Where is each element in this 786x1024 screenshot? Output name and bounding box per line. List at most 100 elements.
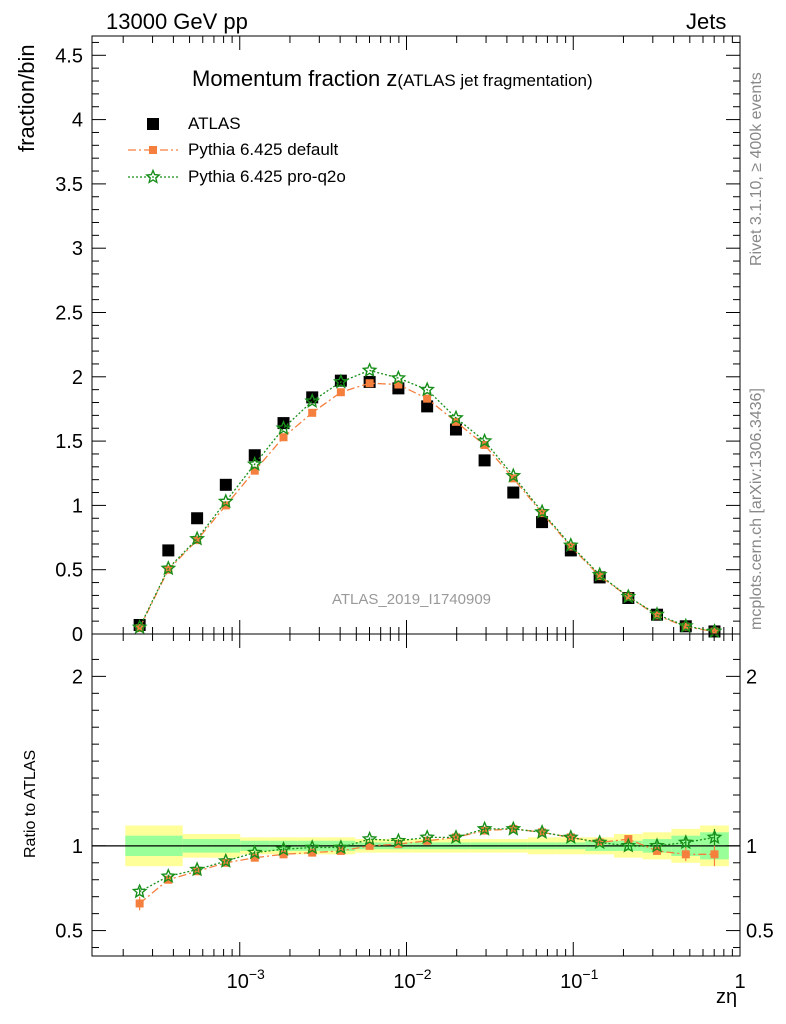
data-point	[394, 380, 403, 389]
data-point	[162, 544, 175, 557]
y-tick-label: 3	[72, 238, 83, 260]
data-point	[653, 611, 662, 620]
ratio-plot-frame	[91, 633, 741, 957]
data-point	[219, 478, 232, 491]
ratio-point	[419, 829, 436, 845]
series-1	[135, 379, 719, 636]
y-tick-label: 2.5	[55, 302, 83, 324]
header-process: 13000 GeV pp	[106, 9, 248, 34]
data-point	[246, 455, 263, 471]
data-point	[191, 512, 204, 525]
ratio-y-tick-label: 1	[72, 836, 83, 858]
ratio-point	[279, 850, 288, 859]
y-tick-label: 4.5	[55, 45, 83, 67]
data-point	[624, 592, 633, 601]
chart-title-sub: (ATLAS jet fragmentation)	[397, 71, 593, 90]
data-point	[710, 627, 719, 636]
legend-marker-atlas	[147, 118, 159, 130]
data-point	[681, 622, 690, 631]
main-panel: 0 0.5 1 1.5 2 2.5 3 3.5 4 4.5	[55, 35, 741, 646]
data-point	[476, 432, 493, 448]
ratio-point	[365, 841, 374, 850]
data-point	[421, 400, 434, 413]
ratio-point	[620, 837, 637, 853]
data-point	[478, 454, 491, 467]
data-point	[304, 392, 321, 408]
data-point	[361, 362, 378, 378]
data-point	[248, 449, 261, 462]
data-point	[562, 536, 579, 552]
data-point	[306, 391, 319, 404]
data-point	[419, 381, 436, 397]
ratio-y-axis-label: Ratio to ATLAS	[22, 749, 39, 858]
data-point	[449, 423, 462, 436]
ratio-point	[448, 829, 464, 845]
ratio-point	[390, 832, 407, 848]
y-tick-label: 1.5	[55, 431, 83, 453]
ratio-y-tick-label: 0.5	[55, 921, 83, 943]
data-point	[275, 419, 292, 435]
data-point	[308, 408, 317, 417]
data-point	[365, 379, 374, 388]
ratio-point	[135, 899, 144, 908]
rivet-label: Rivet 3.1.10, ≥ 400k events	[748, 72, 765, 266]
x-tick-label: 10−2	[393, 966, 431, 993]
ratio-point	[534, 824, 550, 839]
chart-title-main: Momentum fraction z	[192, 66, 398, 91]
y-tick-label: 0	[72, 624, 83, 646]
y-tick-label: 0.5	[55, 560, 83, 582]
ratio-panel: 0.5 0.5 1 1 2 2 10−3 10−2 10−1 1	[55, 633, 774, 993]
ratio-point	[131, 883, 148, 899]
x-tick-label: 10−3	[227, 966, 265, 993]
data-point	[620, 588, 637, 604]
data-point	[677, 617, 694, 633]
data-point	[131, 619, 148, 635]
data-point	[332, 373, 349, 389]
ratio-point	[304, 839, 321, 855]
data-point	[538, 509, 547, 518]
data-point	[423, 394, 432, 403]
ratio-point	[562, 829, 579, 845]
legend-marker-default	[149, 146, 157, 154]
ratio-point	[476, 820, 493, 836]
ratio-point	[189, 861, 206, 877]
data-point	[160, 560, 177, 576]
main-y-axis-label: fraction/bin	[14, 44, 39, 152]
y-tick-label: 2	[72, 367, 83, 389]
ratio-y-tick-label: 2	[72, 666, 83, 688]
data-point	[507, 486, 520, 499]
data-point	[505, 467, 522, 483]
legend	[128, 118, 178, 184]
y-tick-label: 4	[72, 110, 83, 132]
legend-marker-pro-q2o	[145, 168, 161, 184]
series-line	[139, 369, 715, 632]
ratio-point	[275, 840, 292, 856]
ratio-point	[591, 834, 608, 850]
y-tick-label: 3.5	[55, 174, 83, 196]
data-point	[390, 369, 407, 385]
data-point	[591, 566, 608, 582]
y-tick-label: 1	[72, 495, 83, 517]
ratio-point	[332, 839, 349, 855]
legend-label-pro-q2o: Pythia 6.425 pro-q2o	[188, 167, 346, 186]
data-point	[189, 530, 206, 546]
data-point	[135, 624, 144, 633]
ratio-point	[250, 853, 259, 862]
data-point	[217, 493, 234, 509]
ratio-point	[653, 846, 662, 855]
data-point	[451, 417, 460, 426]
data-point	[649, 606, 665, 622]
ratio-point	[361, 830, 378, 846]
header-category: Jets	[686, 9, 727, 34]
chart-title: Momentum fraction z(ATLAS jet fragmentat…	[192, 66, 593, 92]
data-point	[534, 503, 550, 519]
series-2	[131, 362, 723, 639]
data-point	[193, 536, 202, 545]
ratio-point	[160, 867, 177, 884]
x-tick-label: 1	[734, 971, 745, 993]
ratio-series-1	[131, 820, 723, 899]
legend-label-atlas: ATLAS	[188, 114, 241, 133]
analysis-label: ATLAS_2019_I1740909	[332, 591, 492, 608]
data-point	[250, 466, 259, 475]
